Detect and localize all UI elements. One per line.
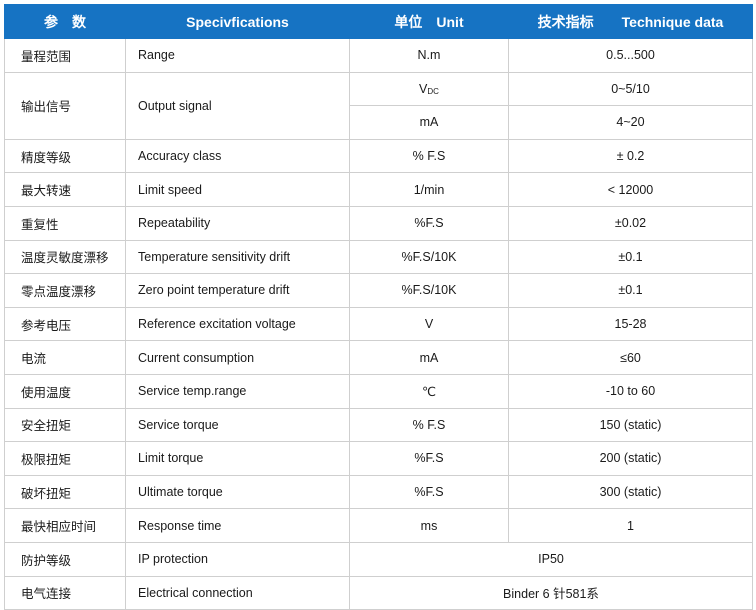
- row-label-zh: 最快相应时间: [4, 508, 126, 543]
- row-value: ±0.1: [508, 273, 753, 308]
- row-label-zh: 参考电压: [4, 306, 126, 342]
- row-label-en: Reference excitation voltage: [125, 306, 350, 342]
- row-unit: % F.S: [349, 407, 509, 443]
- row-label-en: Limit speed: [125, 172, 350, 207]
- row-label-zh: 重复性: [4, 205, 126, 241]
- row-value: ±0.1: [508, 239, 753, 275]
- header-param: 参 数: [4, 4, 126, 39]
- row-merged-value: Binder 6 针581系: [349, 575, 753, 610]
- row-label-en: Electrical connection: [125, 575, 350, 610]
- row-label-en: Repeatability: [125, 205, 350, 241]
- row-unit: N.m: [349, 38, 509, 73]
- row-value: 150 (static): [508, 407, 753, 443]
- row-label-zh: 破坏扭矩: [4, 474, 126, 510]
- table-row: 电气连接 Electrical connection Binder 6 针581…: [4, 575, 753, 610]
- row-unit: %F.S: [349, 474, 509, 510]
- row-value: -10 to 60: [508, 373, 753, 409]
- table-row: 量程范围 Range N.m 0.5...500: [4, 38, 753, 73]
- header-row: 参 数 Specivfications 单位 Unit 技术指标 Techniqu…: [4, 4, 753, 39]
- row-label-en: Service torque: [125, 407, 350, 443]
- row-unit: %F.S/10K: [349, 273, 509, 308]
- row-label-zh: 使用温度: [4, 373, 126, 409]
- row-value: 4~20: [508, 105, 753, 140]
- row-label-en: Range: [125, 38, 350, 73]
- header-tech-zh: 技术指标: [537, 13, 594, 30]
- row-unit: mA: [349, 340, 509, 375]
- row-unit: %F.S: [349, 441, 509, 476]
- table-row: 使用温度 Service temp.range ℃ -10 to 60: [4, 373, 753, 409]
- row-label-zh: 精度等级: [4, 138, 126, 174]
- row-label-en: Output signal: [125, 71, 350, 140]
- table-row: 零点温度漂移 Zero point temperature drift %F.S…: [4, 273, 753, 308]
- table-row: 最大转速 Limit speed 1/min < 12000: [4, 172, 753, 207]
- table-row: 精度等级 Accuracy class % F.S ± 0.2: [4, 138, 753, 174]
- header-unit: 单位 Unit: [349, 4, 509, 39]
- row-label-zh: 输出信号: [4, 71, 126, 140]
- row-unit: % F.S: [349, 138, 509, 174]
- row-label-en: Service temp.range: [125, 373, 350, 409]
- row-label-en: IP protection: [125, 541, 350, 577]
- row-label-zh: 电气连接: [4, 575, 126, 610]
- row-label-zh: 安全扭矩: [4, 407, 126, 443]
- table-row: 最快相应时间 Response time ms 1: [4, 508, 753, 543]
- unit-subscript: DC: [427, 86, 439, 96]
- table-row: 极限扭矩 Limit torque %F.S 200 (static): [4, 441, 753, 476]
- table-row: 破坏扭矩 Ultimate torque %F.S 300 (static): [4, 474, 753, 510]
- table-row: 参考电压 Reference excitation voltage V 15-2…: [4, 306, 753, 342]
- row-unit: ms: [349, 508, 509, 543]
- row-value: 1: [508, 508, 753, 543]
- row-value: < 12000: [508, 172, 753, 207]
- row-label-zh: 极限扭矩: [4, 441, 126, 476]
- row-label-zh: 零点温度漂移: [4, 273, 126, 308]
- table-row: 重复性 Repeatability %F.S ±0.02: [4, 205, 753, 241]
- row-unit: mA: [349, 105, 509, 140]
- row-label-zh: 最大转速: [4, 172, 126, 207]
- header-tech-en: Technique data: [621, 13, 724, 30]
- spec-table: 参 数 Specivfications 单位 Unit 技术指标 Techniqu…: [4, 4, 753, 610]
- row-label-zh: 防护等级: [4, 541, 126, 577]
- unit-main: V: [419, 81, 428, 96]
- row-value: ±0.02: [508, 205, 753, 241]
- row-value: ≤60: [508, 340, 753, 375]
- row-unit: %F.S: [349, 205, 509, 241]
- row-value: 200 (static): [508, 441, 753, 476]
- row-label-zh: 量程范围: [4, 38, 126, 73]
- row-label-en: Current consumption: [125, 340, 350, 375]
- row-label-en: Zero point temperature drift: [125, 273, 350, 308]
- row-value: 15-28: [508, 306, 753, 342]
- row-label-en: Accuracy class: [125, 138, 350, 174]
- row-label-en: Ultimate torque: [125, 474, 350, 510]
- header-tech: 技术指标 Technique data: [508, 4, 753, 39]
- row-label-zh: 电流: [4, 340, 126, 375]
- row-value: 0~5/10: [508, 71, 753, 107]
- row-unit: %F.S/10K: [349, 239, 509, 275]
- row-value: ± 0.2: [508, 138, 753, 174]
- table-row: 输出信号 Output signal VDC 0~5/10: [4, 71, 753, 140]
- table-row: 安全扭矩 Service torque % F.S 150 (static): [4, 407, 753, 443]
- row-label-zh: 温度灵敏度漂移: [4, 239, 126, 275]
- row-merged-value: IP50: [349, 541, 753, 577]
- table-row: 防护等级 IP protection IP50: [4, 541, 753, 577]
- table-row: 电流 Current consumption mA ≤60: [4, 340, 753, 375]
- row-label-en: Limit torque: [125, 441, 350, 476]
- row-label-en: Response time: [125, 508, 350, 543]
- row-label-en: Temperature sensitivity drift: [125, 239, 350, 275]
- header-spec: Specivfications: [125, 4, 350, 39]
- row-unit: VDC: [349, 71, 509, 107]
- row-unit: 1/min: [349, 172, 509, 207]
- row-value: 300 (static): [508, 474, 753, 510]
- row-unit: ℃: [349, 373, 509, 409]
- row-value: 0.5...500: [508, 38, 753, 73]
- table-row: mA 4~20: [5, 105, 753, 140]
- table-row: 温度灵敏度漂移 Temperature sensitivity drift %F…: [4, 239, 753, 275]
- row-unit: V: [349, 306, 509, 342]
